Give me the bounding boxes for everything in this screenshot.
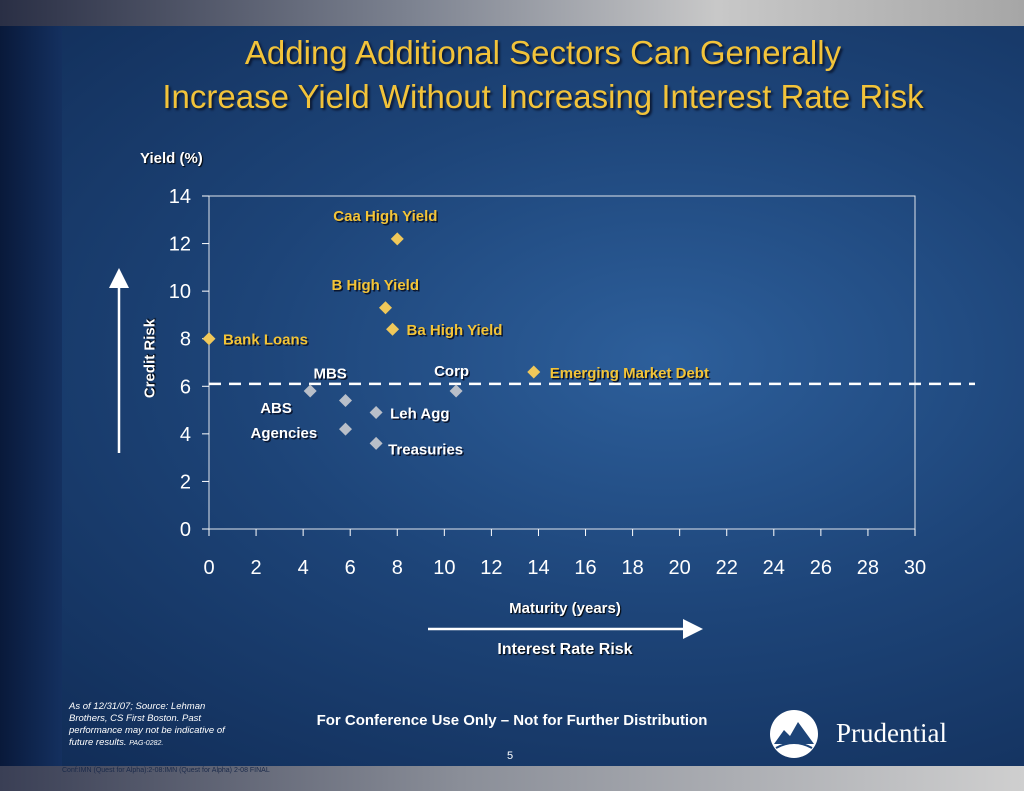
x-tick-label: 2 — [251, 557, 262, 579]
x-tick-label: 8 — [392, 557, 403, 579]
file-name: Conf:IMN (Quest for Alpha):2-08:IMN (Que… — [62, 767, 270, 774]
x-tick-label: 30 — [904, 557, 926, 579]
x-tick-label: 22 — [716, 557, 738, 579]
data-label: Ba High Yield — [407, 322, 503, 339]
data-label-shadow: ABS — [262, 402, 294, 419]
footnote-code: PAG-0282. — [129, 740, 164, 747]
x-tick-label: 16 — [574, 557, 596, 579]
plot-border — [208, 195, 916, 530]
title-line-2: Increase Yield Without Increasing Intere… — [162, 78, 924, 115]
x-tick-label: 24 — [763, 557, 785, 579]
data-point-marker — [369, 436, 383, 450]
prudential-logo-text: Prudential — [836, 718, 947, 748]
footnote-text: As of 12/31/07; Source: Lehman Brothers,… — [69, 701, 225, 748]
data-point-marker — [202, 332, 216, 346]
data-label-shadow: MBS — [315, 367, 348, 384]
data-point-marker — [338, 422, 352, 436]
data-point-marker — [527, 365, 541, 379]
title-line-1: Adding Additional Sectors Can Generally — [244, 34, 842, 71]
data-label: Agencies — [250, 425, 317, 442]
data-label-shadow: Bank Loans — [225, 333, 310, 350]
data-point-marker — [379, 301, 392, 315]
y-tick-label: 10 — [169, 281, 191, 303]
data-label-shadow: Caa High Yield — [335, 209, 439, 226]
data-label-shadow: B High Yield — [333, 278, 421, 295]
data-point-marker — [369, 405, 383, 419]
data-label: Caa High Yield — [333, 208, 437, 225]
data-label-shadow: Corp — [436, 365, 471, 382]
x-tick-label: 18 — [621, 557, 643, 579]
prudential-rock-logo-icon — [770, 710, 818, 758]
data-label: B High Yield — [332, 277, 420, 294]
y-tick-label: 4 — [180, 424, 191, 446]
top-band — [0, 0, 1024, 26]
data-label-shadow: Agencies — [252, 427, 319, 444]
data-point-marker — [386, 322, 400, 336]
slide-background — [0, 26, 1024, 766]
x-tick-label: 4 — [298, 557, 309, 579]
y-tick-label: 14 — [169, 186, 191, 208]
x-tick-label: 10 — [433, 557, 455, 579]
y-tick-label: 2 — [180, 471, 191, 493]
data-label: Treasuries — [388, 441, 463, 458]
bottom-band — [0, 766, 1024, 791]
data-label: ABS — [260, 400, 292, 417]
data-label: Corp — [434, 363, 469, 380]
y-tick-label: 6 — [180, 376, 191, 398]
x-tick-label: 26 — [810, 557, 832, 579]
y-tick-label: 8 — [180, 329, 191, 351]
slide-title: Adding Additional Sectors Can Generally … — [62, 31, 1024, 119]
left-accent-bar — [0, 26, 62, 766]
data-label-shadow: Treasuries — [390, 443, 465, 460]
x-tick-label: 28 — [857, 557, 879, 579]
data-label-shadow: Ba High Yield — [408, 324, 504, 341]
data-label: Bank Loans — [223, 332, 308, 349]
y-tick-label: 0 — [180, 519, 191, 541]
data-point-marker — [449, 384, 463, 398]
y-tick-label: 12 — [169, 234, 191, 256]
x-tick-label: 12 — [480, 557, 502, 579]
footnote: As of 12/31/07; Source: Lehman Brothers,… — [69, 701, 239, 750]
data-label-shadow: Emerging Market Debt — [551, 367, 710, 384]
data-point-marker — [338, 394, 352, 408]
data-point-marker — [390, 232, 404, 246]
x-tick-label: 20 — [669, 557, 691, 579]
interest-rate-risk-label: Interest Rate Risk — [497, 641, 633, 658]
x-axis-label: Maturity (years) — [509, 600, 621, 617]
risk-arrows — [109, 268, 703, 639]
data-label: Leh Agg — [390, 405, 449, 422]
data-point-marker — [303, 384, 317, 398]
plot-frame — [208, 195, 916, 530]
data-label: MBS — [313, 366, 346, 383]
conference-note: For Conference Use Only – Not for Furthe… — [316, 712, 708, 729]
y-axis-label: Yield (%) — [140, 150, 203, 167]
data-label: Emerging Market Debt — [550, 365, 709, 382]
x-tick-label: 0 — [203, 557, 214, 579]
page-number: 5 — [506, 750, 514, 762]
x-tick-label: 6 — [345, 557, 356, 579]
data-label-shadow: Leh Agg — [392, 407, 451, 424]
x-tick-label: 14 — [527, 557, 549, 579]
